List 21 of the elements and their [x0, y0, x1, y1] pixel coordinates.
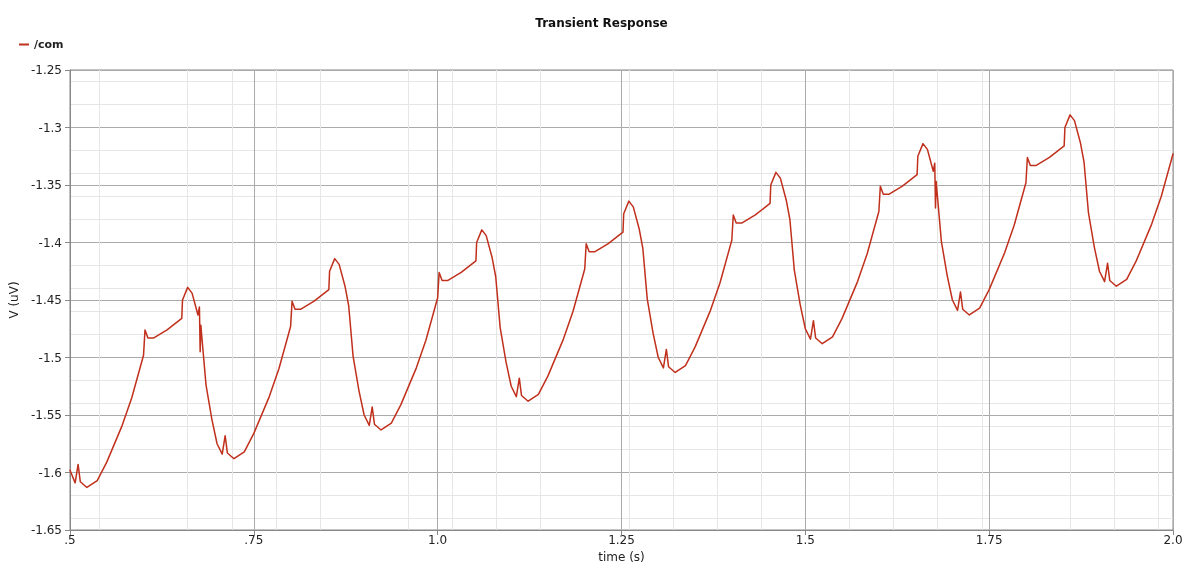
x-tick-label: .75: [244, 533, 264, 547]
chart-title: Transient Response: [535, 16, 668, 30]
y-tick-label: -1.3: [38, 120, 62, 135]
y-tick-label: -1.45: [30, 293, 62, 307]
x-tick-label: 1.0: [428, 533, 448, 547]
x-axis-title: time (s): [598, 549, 645, 564]
x-tick-label: 2.0: [1163, 533, 1183, 547]
x-tick-label: 1.75: [975, 533, 1003, 547]
x-tick-label: .5: [64, 533, 76, 547]
x-tick-label: 1.5: [795, 533, 815, 547]
y-tick-label: -1.25: [30, 63, 62, 77]
y-tick-label: -1.65: [30, 523, 62, 537]
legend-label: /com: [34, 38, 64, 51]
y-tick-label: -1.55: [30, 408, 62, 422]
y-axis-title: V (uV): [7, 281, 21, 319]
y-tick-label: -1.35: [30, 178, 62, 192]
y-tick-label: -1.5: [38, 350, 62, 365]
x-tick-label: 1.25: [608, 533, 635, 547]
line-series: [69, 114, 1174, 489]
y-tick-label: -1.4: [38, 235, 62, 250]
y-tick-label: -1.6: [38, 465, 62, 480]
